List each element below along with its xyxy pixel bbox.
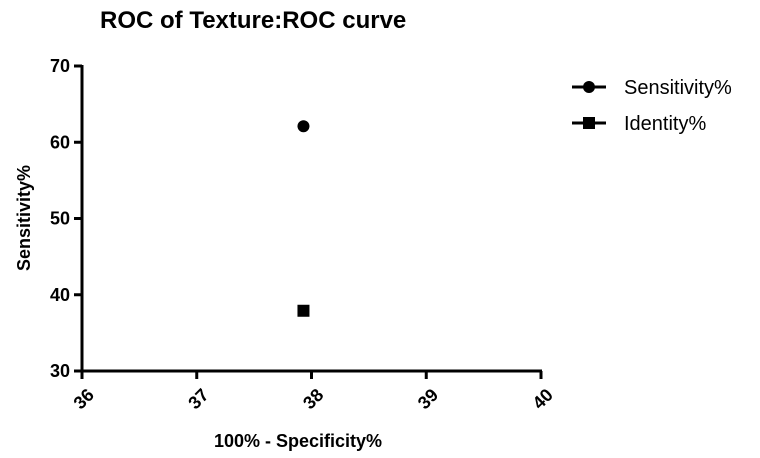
chart-title: ROC of Texture:ROC curve [100, 7, 406, 34]
legend-label: Identity% [624, 113, 706, 135]
legend-label: Sensitivity% [624, 77, 732, 99]
x-tick-label: 40 [529, 385, 557, 413]
x-tick-label: 37 [184, 385, 212, 413]
x-tick-label: 38 [299, 385, 327, 413]
x-axis-title: 100% - Specificity% [214, 431, 382, 451]
data-point-identity [297, 304, 310, 317]
y-tick-label: 40 [50, 285, 70, 305]
x-tick-label: 36 [70, 385, 98, 413]
y-tick-label: 50 [50, 209, 70, 229]
y-tick-label: 30 [50, 361, 70, 381]
y-tick-label: 60 [50, 132, 70, 152]
y-tick-label: 70 [50, 56, 70, 76]
legend-marker-square [583, 117, 595, 129]
y-axis-title: Sensitivity% [14, 165, 34, 271]
legend-marker-circle [583, 81, 595, 93]
x-tick-label: 39 [414, 385, 442, 413]
data-points [297, 120, 310, 317]
legend: Sensitivity% Identity% [572, 77, 732, 135]
data-point-sensitivity [297, 120, 310, 133]
y-axis-ticks: 30 40 50 60 70 [50, 56, 82, 381]
x-axis-ticks: 36 37 38 39 40 [70, 371, 557, 413]
